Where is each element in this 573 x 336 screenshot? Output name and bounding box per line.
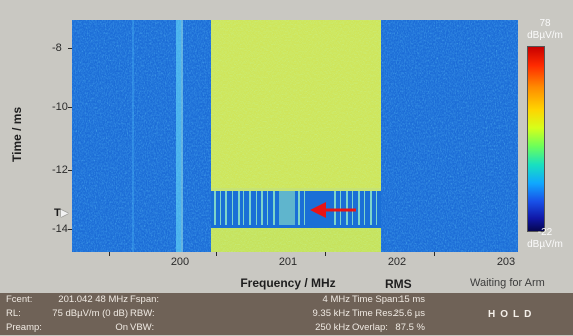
y-axis-title: Time / ms xyxy=(10,106,24,162)
gap-top-edge xyxy=(211,188,381,191)
setting-value: 9.35 kHz xyxy=(312,308,351,319)
settings-row: Fcent: 201.042 48 MHz Fspan: 4 MHz Time … xyxy=(0,294,573,308)
x-tick xyxy=(216,252,217,256)
colorbar-min-unit: dBµV/m xyxy=(527,239,563,250)
settings-row: Preamp: On VBW: 250 kHz Overlap: 87.5 % xyxy=(0,322,573,336)
y-tick xyxy=(68,48,72,49)
x-tick xyxy=(434,252,435,256)
setting-label: RBW: xyxy=(130,308,155,319)
spectrogram-plot[interactable] xyxy=(72,20,518,252)
spectrogram-canvas xyxy=(72,20,518,252)
setting-label: Fspan: xyxy=(130,294,160,305)
setting-label: VBW: xyxy=(130,322,155,333)
y-tick-label: -10 xyxy=(52,101,68,113)
setting-value: 75 dBµV/m (0 dB) xyxy=(52,308,128,319)
spur-line xyxy=(176,20,181,252)
gap-stripes xyxy=(214,191,377,225)
setting-label: Preamp: xyxy=(6,322,42,333)
spur-line xyxy=(132,20,134,252)
y-tick xyxy=(68,229,72,230)
triangle-right-icon: ▶ xyxy=(60,208,69,219)
trigger-label: T xyxy=(54,207,61,219)
arrow-left-icon xyxy=(310,202,356,218)
y-tick-label: -12 xyxy=(52,164,68,176)
trigger-marker[interactable]: T▶ xyxy=(54,207,68,219)
x-tick-label: 203 xyxy=(496,256,516,268)
x-tick-label: 202 xyxy=(387,256,407,268)
setting-label: Overlap: xyxy=(352,322,388,333)
settings-panel: Fcent: 201.042 48 MHz Fspan: 4 MHz Time … xyxy=(0,293,573,335)
setting-value: 201.042 48 MHz xyxy=(58,294,128,305)
setting-value: 250 kHz xyxy=(315,322,350,333)
colorbar-max-label: 78 xyxy=(539,18,551,29)
setting-label: Time Res.: xyxy=(352,308,398,319)
setting-value: 87.5 % xyxy=(395,322,425,333)
status-text: Waiting for Arm xyxy=(470,277,545,289)
detector-label: RMS xyxy=(385,277,412,291)
y-tick xyxy=(68,107,72,108)
y-tick-label: -8 xyxy=(52,42,62,54)
y-tick xyxy=(68,170,72,171)
colorbar-max-unit: dBµV/m xyxy=(527,30,563,41)
colorbar[interactable] xyxy=(527,46,545,232)
x-tick-label: 201 xyxy=(278,256,298,268)
hold-button[interactable]: HOLD xyxy=(488,309,537,320)
spur-line xyxy=(181,20,183,252)
setting-label: Fcent: xyxy=(6,294,33,305)
colorbar-min-label: -22 xyxy=(537,227,553,238)
setting-label: RL: xyxy=(6,308,21,319)
x-tick-label: 200 xyxy=(170,256,190,268)
signal-gap xyxy=(211,188,381,228)
x-tick xyxy=(325,252,326,256)
setting-value: 15 ms xyxy=(399,294,425,305)
settings-row: RL: 75 dBµV/m (0 dB) RBW: 9.35 kHz Time … xyxy=(0,308,573,322)
y-tick-label: -14 xyxy=(52,223,68,235)
x-axis-title: Frequency / MHz xyxy=(240,276,336,290)
x-tick xyxy=(109,252,110,256)
setting-label: Time Span: xyxy=(352,294,401,305)
setting-value: 4 MHz xyxy=(322,294,350,305)
signal-texture xyxy=(211,20,381,188)
setting-value: On xyxy=(115,322,128,333)
setting-value: 25.6 µs xyxy=(393,308,425,319)
signal-texture-lower xyxy=(211,228,381,252)
